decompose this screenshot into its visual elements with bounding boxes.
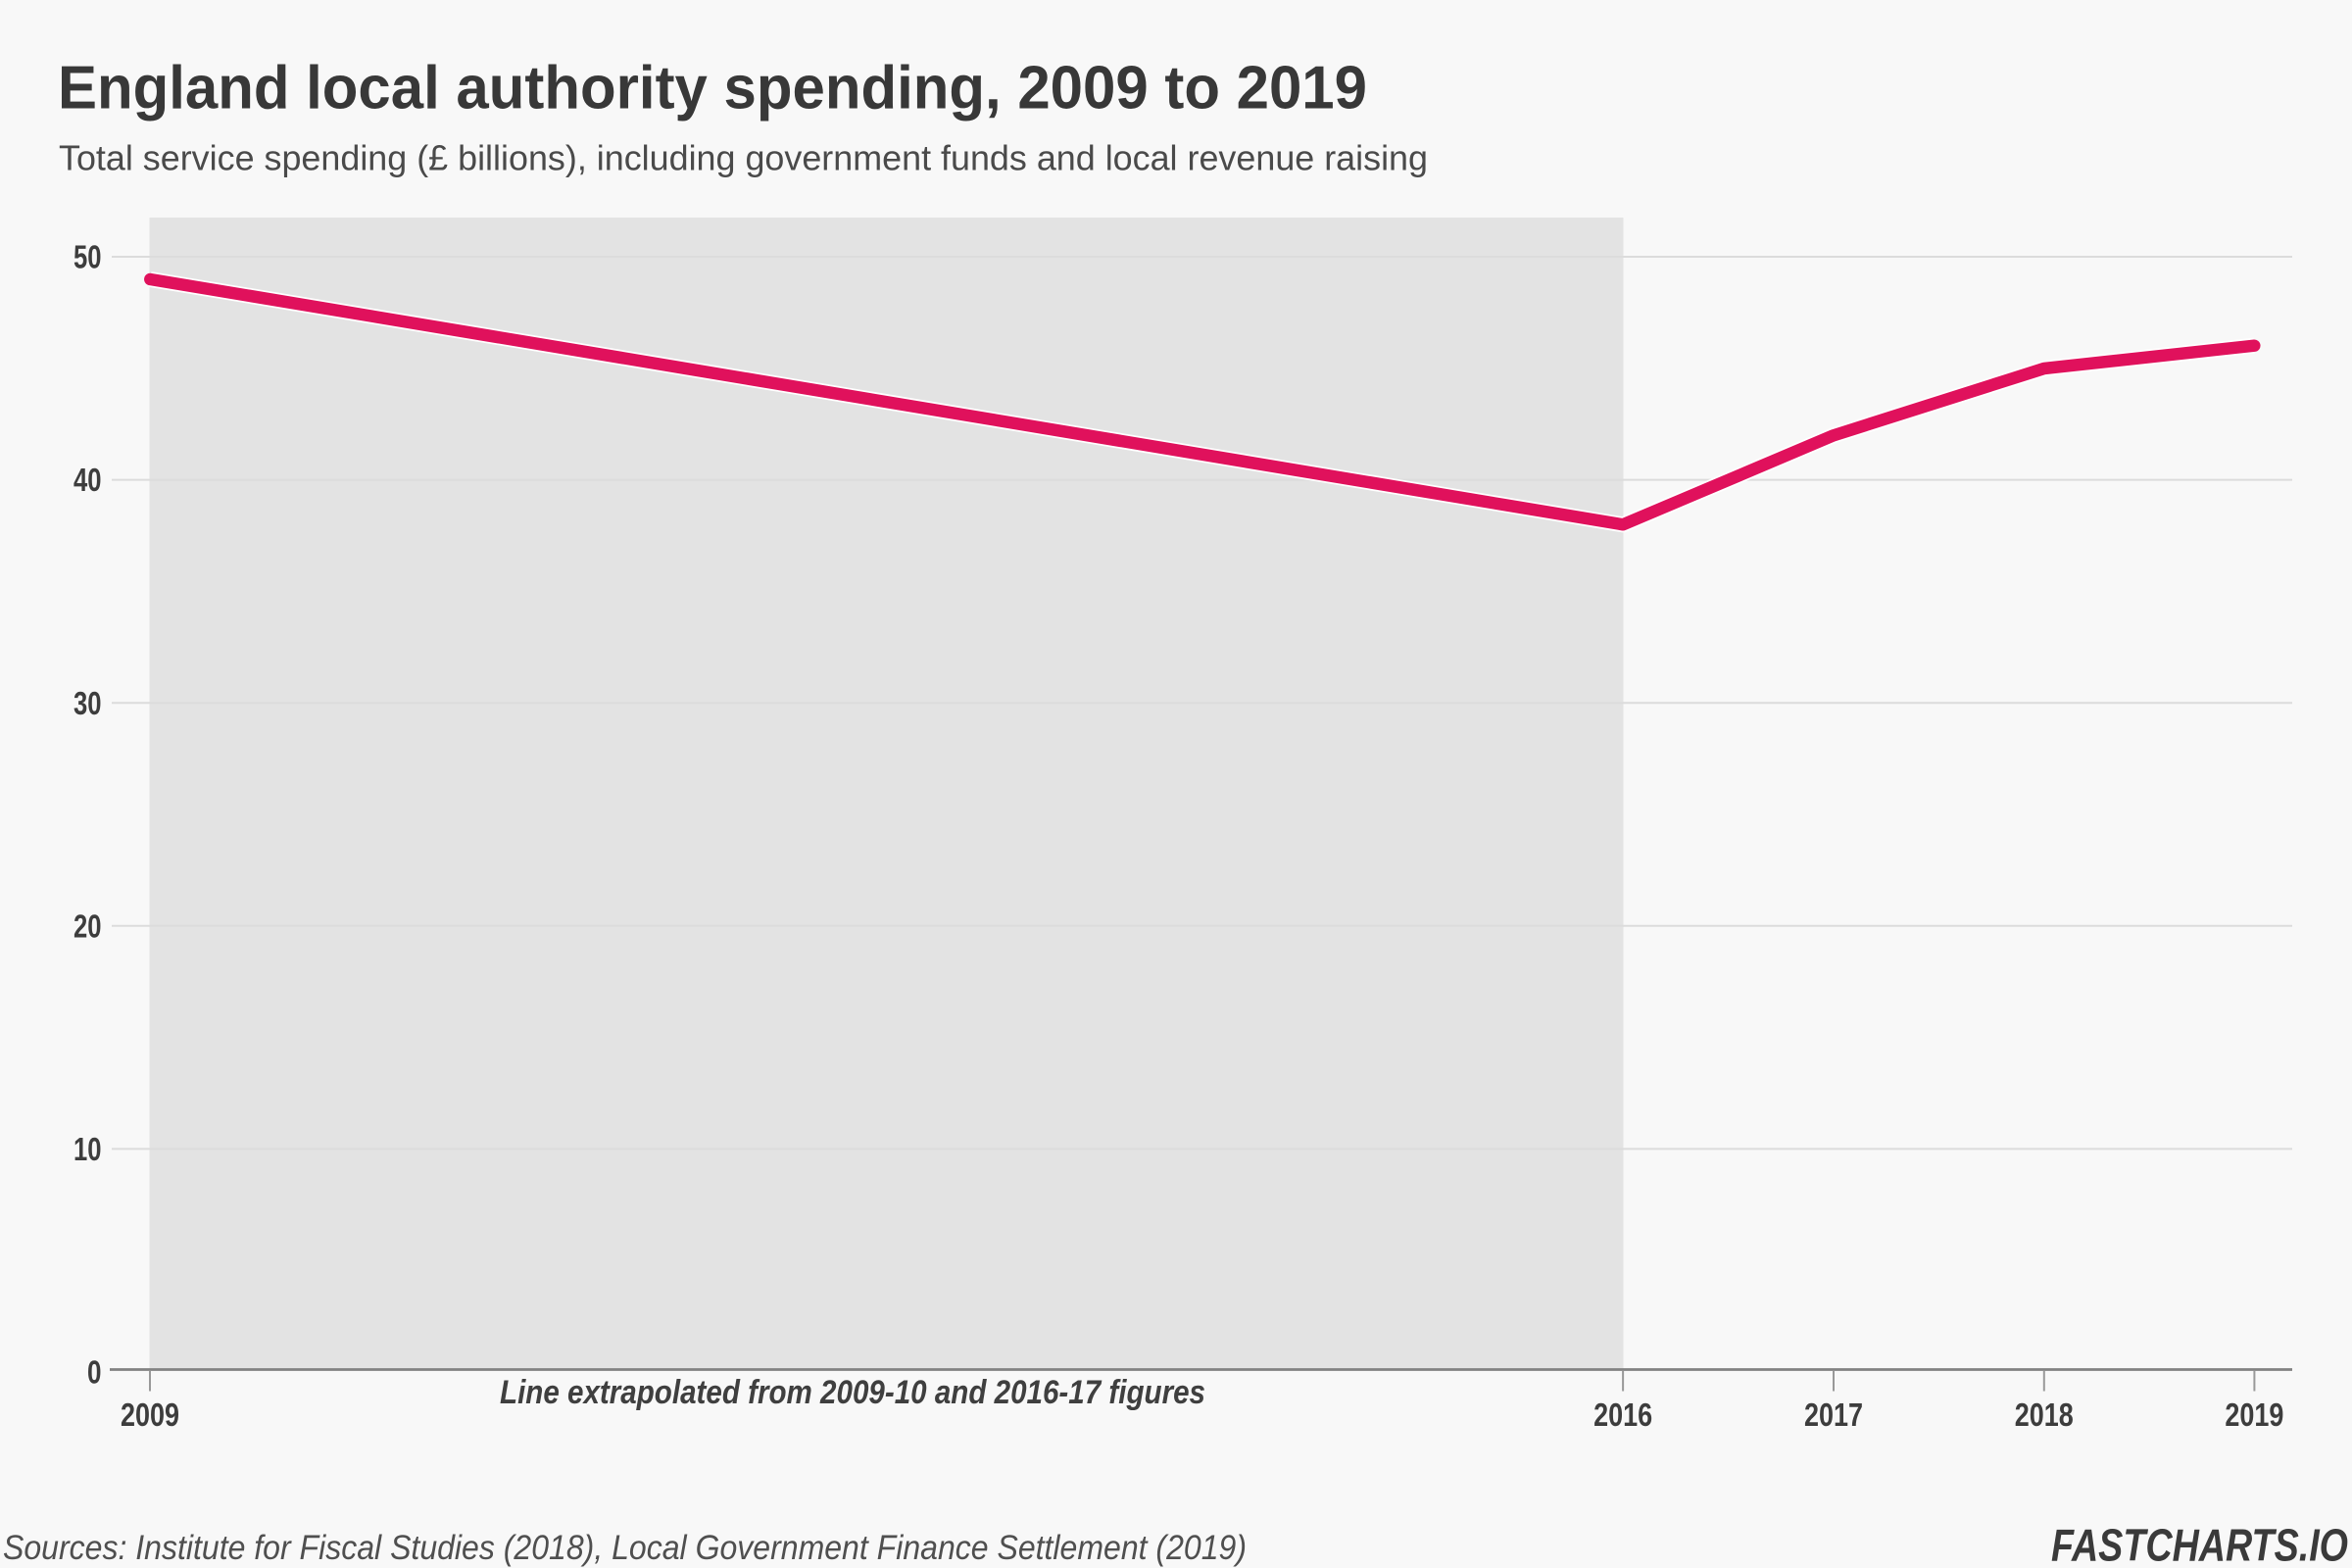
svg-text:2019: 2019: [2225, 1396, 2283, 1433]
svg-text:Total service spending (£ bill: Total service spending (£ billions), inc…: [59, 137, 1428, 177]
svg-text:0: 0: [87, 1354, 102, 1391]
svg-text:20: 20: [74, 907, 102, 944]
svg-text:2017: 2017: [1804, 1396, 1863, 1433]
svg-text:2016: 2016: [1593, 1396, 1652, 1433]
svg-text:Sources: Institute for Fiscal: Sources: Institute for Fiscal Studies (2…: [3, 1529, 1247, 1567]
svg-text:FASTCHARTS.IO: FASTCHARTS.IO: [2051, 1520, 2348, 1568]
svg-text:10: 10: [74, 1131, 102, 1167]
svg-text:30: 30: [74, 685, 102, 721]
svg-text:50: 50: [74, 239, 102, 275]
svg-text:Line extrapolated from 2009-10: Line extrapolated from 2009-10 and 2016-…: [500, 1374, 1205, 1411]
svg-text:40: 40: [74, 462, 102, 498]
svg-text:2009: 2009: [121, 1396, 179, 1433]
svg-text:England local authority spendi: England local authority spending, 2009 t…: [58, 55, 1367, 122]
svg-text:2018: 2018: [2015, 1396, 2074, 1433]
